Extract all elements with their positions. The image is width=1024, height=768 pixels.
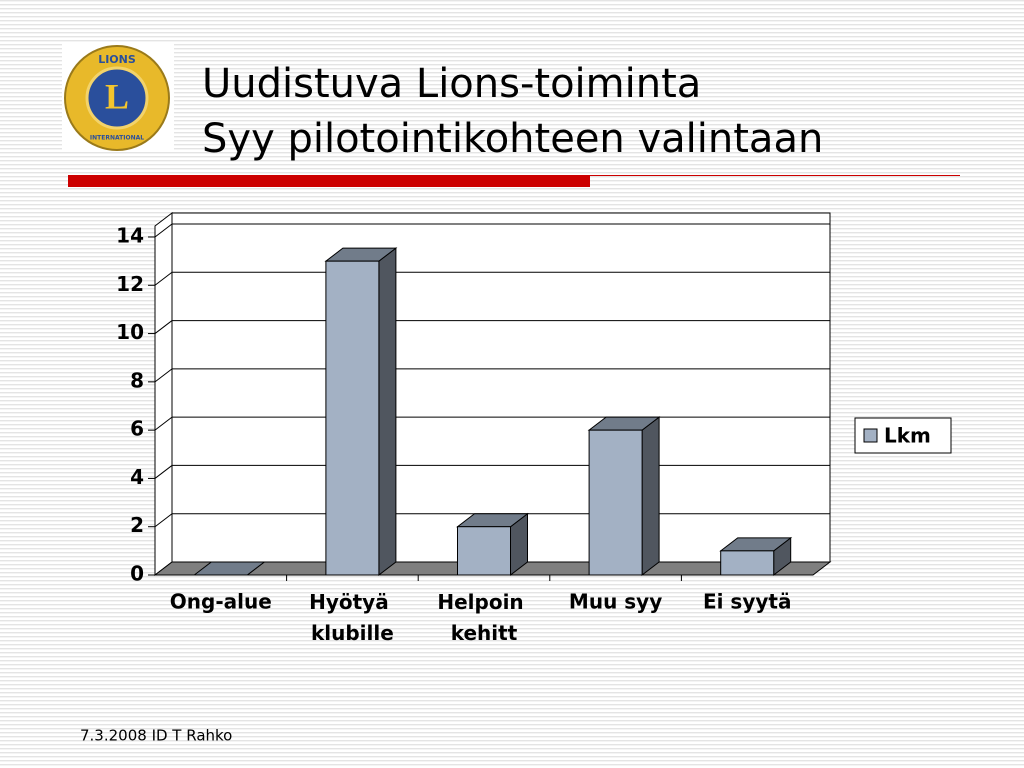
y-tick-label: 10	[116, 320, 144, 344]
bar-front	[720, 550, 775, 576]
legend-label: Lkm	[884, 424, 931, 448]
y-tick-label: 2	[130, 513, 144, 537]
logo-top-text: LIONS	[98, 53, 136, 66]
x-tick-label: Hyötyä klubille	[309, 590, 396, 645]
bar-side	[378, 247, 397, 577]
bar	[324, 247, 398, 577]
bar-front	[588, 429, 643, 576]
grid-line	[154, 320, 173, 334]
y-tick-label: 4	[130, 465, 144, 489]
bar-front	[457, 526, 511, 576]
logo: LIONS L INTERNATIONAL	[62, 44, 174, 152]
grid-line	[154, 513, 173, 528]
bar-front	[325, 260, 380, 576]
logo-letter: L	[105, 76, 129, 116]
bar	[456, 512, 529, 577]
x-tick-label: Ei syytä	[703, 590, 792, 614]
y-tick-label: 14	[116, 224, 144, 248]
bar	[719, 536, 793, 577]
title-line: Uudistuva Lions-toiminta	[202, 61, 701, 107]
y-tick-label: 6	[130, 417, 144, 441]
red-rule	[68, 175, 590, 187]
grid-line	[154, 271, 173, 286]
legend-swatch	[863, 428, 878, 443]
logo-center	[85, 66, 149, 130]
grid-line	[154, 368, 173, 383]
x-tick-label: Muu syy	[569, 590, 662, 614]
x-tick-label: Helpoin kehitt	[437, 590, 530, 645]
y-tick-label: 0	[130, 562, 144, 586]
bar	[587, 416, 661, 577]
footer: 7.3.2008 ID T Rahko	[80, 727, 232, 745]
y-tick-label: 12	[116, 272, 144, 296]
bar	[192, 561, 266, 576]
grid-line	[154, 465, 173, 479]
bar-side	[641, 416, 660, 577]
logo-bottom-text: INTERNATIONAL	[90, 135, 144, 142]
y-tick-label: 8	[130, 368, 144, 392]
grid-line	[154, 223, 173, 238]
bar-top	[192, 561, 266, 576]
title-line: Syy pilotointikohteen valintaan	[202, 116, 823, 162]
x-tick-label: Ong-alue	[170, 590, 272, 614]
legend: Lkm	[854, 417, 952, 454]
grid-line	[154, 416, 173, 431]
back-wall	[171, 212, 831, 563]
